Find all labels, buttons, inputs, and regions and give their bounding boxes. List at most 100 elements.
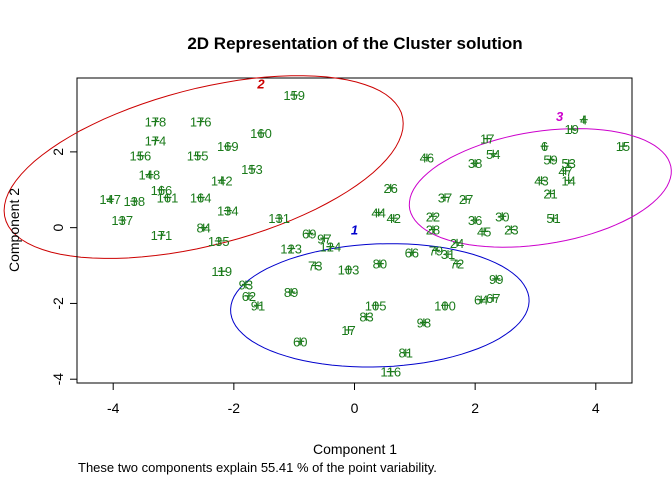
- point-label: 142: [211, 173, 233, 188]
- point-label: 83: [359, 310, 373, 325]
- point-label: 103: [338, 262, 360, 277]
- data-point: 79: [429, 243, 443, 258]
- cluster-labels: 123: [256, 77, 564, 238]
- point-label: 27: [459, 192, 473, 207]
- data-point: 23: [504, 223, 518, 238]
- data-point: 28: [426, 223, 440, 238]
- point-marker: [564, 176, 573, 185]
- point-marker: [136, 151, 145, 160]
- data-point: 147: [99, 192, 121, 207]
- point-label: 21: [543, 187, 557, 202]
- data-point: 46: [420, 151, 434, 166]
- point-marker: [507, 225, 516, 234]
- point-label: 171: [151, 228, 173, 243]
- data-point: 62: [242, 289, 256, 304]
- cluster-label-3: 3: [556, 109, 564, 124]
- data-point: 26: [383, 181, 397, 196]
- point-marker: [163, 193, 172, 202]
- point-label: 119: [211, 264, 232, 279]
- point-marker: [477, 295, 486, 304]
- data-point: 93: [239, 277, 253, 292]
- point-marker: [618, 142, 627, 151]
- data-point: 83: [359, 310, 373, 325]
- point-label: 66: [405, 245, 419, 260]
- point-label: 72: [450, 257, 464, 272]
- point-label: 160: [250, 126, 272, 141]
- data-point: 21: [543, 187, 557, 202]
- point-marker: [145, 170, 154, 179]
- point-label: 59: [543, 152, 557, 167]
- point-label: 105: [365, 298, 387, 313]
- data-point: 64: [474, 293, 488, 308]
- y-tick-label: 2: [50, 148, 66, 156]
- point-label: 169: [217, 139, 239, 154]
- data-point: 80: [373, 257, 387, 272]
- point-label: 47: [558, 164, 572, 179]
- point-label: 54: [486, 147, 500, 162]
- data-point: 178: [145, 115, 167, 130]
- data-point: 84: [196, 221, 210, 236]
- point-marker: [196, 193, 205, 202]
- point-marker: [296, 337, 305, 346]
- data-point: 174: [145, 134, 167, 149]
- point-marker: [546, 189, 555, 198]
- point-label: 6: [541, 139, 548, 154]
- point-label: 159: [283, 88, 305, 103]
- point-label: 138: [123, 194, 145, 209]
- y-tick-label: -4: [50, 373, 66, 386]
- point-label: 166: [151, 183, 173, 198]
- point-marker: [151, 136, 160, 145]
- y-axis: -4 -2 0 2: [50, 148, 78, 386]
- point-marker: [546, 155, 555, 164]
- data-point: 99: [489, 272, 503, 287]
- point-marker: [311, 261, 320, 270]
- data-point: 105: [365, 298, 387, 313]
- data-point: 17: [341, 323, 355, 338]
- point-label: 153: [241, 162, 263, 177]
- point-marker: [431, 246, 440, 255]
- point-marker: [489, 149, 498, 158]
- data-point: 6: [540, 139, 549, 154]
- point-label: 116: [380, 365, 401, 380]
- point-label: 174: [145, 134, 167, 149]
- data-point: 123: [280, 241, 302, 256]
- point-marker: [157, 231, 166, 240]
- point-label: 176: [190, 115, 212, 130]
- point-label: 134: [217, 204, 239, 219]
- point-marker: [564, 159, 573, 168]
- point-marker: [480, 227, 489, 236]
- point-label: 51: [546, 211, 560, 226]
- point-label: 164: [190, 190, 212, 205]
- point-marker: [428, 212, 437, 221]
- point-marker: [440, 301, 449, 310]
- data-point: 98: [417, 315, 431, 330]
- point-label: 79: [429, 243, 443, 258]
- data-point: 72: [450, 257, 464, 272]
- variability-footnote: These two components explain 55.41 % of …: [78, 460, 437, 475]
- point-label: 99: [489, 272, 503, 287]
- data-point: 15: [616, 139, 630, 154]
- point-marker: [386, 183, 395, 192]
- point-label: 148: [139, 168, 161, 183]
- data-point: 124: [320, 240, 342, 255]
- data-point: 22: [426, 209, 440, 224]
- point-marker: [407, 248, 416, 257]
- data-point: 166: [151, 183, 173, 198]
- point-marker: [453, 238, 462, 247]
- point-marker: [326, 242, 335, 251]
- point-marker: [498, 212, 507, 221]
- data-point: 171: [151, 228, 173, 243]
- point-label: 22: [426, 209, 440, 224]
- point-marker: [489, 293, 498, 302]
- x-axis-title: Component 1: [313, 441, 397, 457]
- chart-title: 2D Representation of the Cluster solutio…: [187, 34, 522, 53]
- cluster-ellipse-1: [230, 243, 530, 368]
- point-label: 4: [580, 113, 587, 128]
- point-label: 62: [242, 289, 256, 304]
- point-label: 23: [504, 223, 518, 238]
- data-point: 138: [123, 194, 145, 209]
- point-marker: [549, 214, 558, 223]
- data-point: 67: [486, 291, 500, 306]
- point-marker: [223, 142, 232, 151]
- data-point: 156: [129, 149, 151, 164]
